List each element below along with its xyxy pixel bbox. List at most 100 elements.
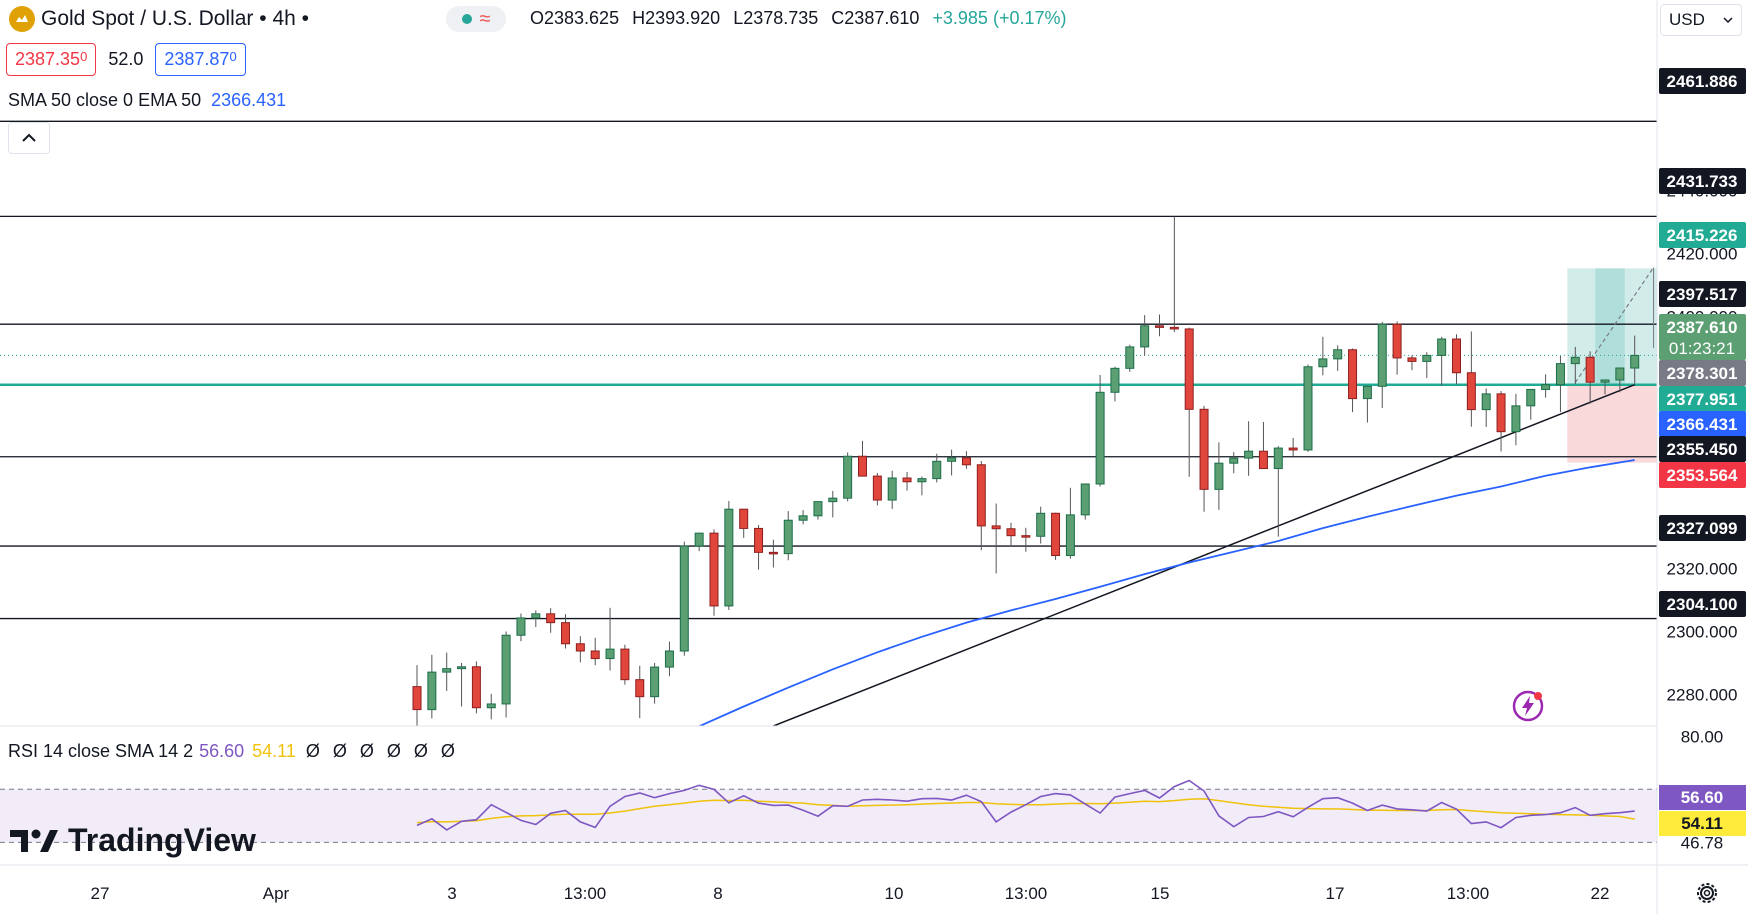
candle[interactable]: [798, 510, 808, 525]
candle[interactable]: [1318, 336, 1328, 376]
candle[interactable]: [1407, 355, 1417, 371]
candle[interactable]: [739, 508, 749, 538]
sell-button[interactable]: 2387.350: [6, 42, 97, 76]
candle[interactable]: [1199, 405, 1209, 512]
price-tag[interactable]: 2397.517: [1659, 281, 1746, 307]
price-tag[interactable]: 2415.226: [1659, 222, 1746, 248]
candle[interactable]: [1437, 336, 1447, 386]
candle[interactable]: [486, 693, 496, 720]
loss-zone[interactable]: [1567, 384, 1657, 463]
candle[interactable]: [1392, 321, 1402, 375]
candle[interactable]: [709, 529, 719, 616]
candle[interactable]: [1481, 388, 1491, 427]
candle[interactable]: [754, 524, 764, 570]
candle[interactable]: [1466, 331, 1476, 427]
candle[interactable]: [1036, 506, 1046, 544]
candle[interactable]: [1095, 374, 1105, 487]
candle[interactable]: [872, 472, 882, 506]
rsi-value-tag[interactable]: 56.60: [1659, 785, 1746, 810]
profit-zone[interactable]: [1567, 268, 1657, 385]
candle[interactable]: [561, 614, 570, 649]
candle[interactable]: [679, 541, 689, 656]
price-tag[interactable]: 2353.564: [1659, 462, 1746, 488]
price-tag[interactable]: 2378.301: [1659, 360, 1746, 386]
candle[interactable]: [1630, 335, 1640, 384]
candle[interactable]: [1348, 348, 1358, 413]
rsi-line[interactable]: [416, 779, 1635, 831]
candle[interactable]: [516, 613, 526, 642]
candle[interactable]: [590, 637, 600, 666]
candle[interactable]: [843, 452, 853, 502]
candle[interactable]: [1570, 346, 1580, 385]
candle[interactable]: [976, 460, 986, 551]
candle[interactable]: [1273, 446, 1283, 537]
candle[interactable]: [991, 503, 1001, 574]
candle[interactable]: [650, 662, 660, 704]
price-tag[interactable]: 2431.733: [1659, 168, 1746, 194]
price-tag[interactable]: 2377.951: [1659, 386, 1746, 412]
market-status-pill[interactable]: ≈: [446, 6, 506, 32]
candle[interactable]: [961, 451, 971, 469]
candle[interactable]: [546, 608, 556, 633]
candle[interactable]: [783, 511, 793, 561]
candle[interactable]: [768, 539, 778, 568]
candle[interactable]: [724, 501, 734, 611]
candle[interactable]: [858, 440, 867, 477]
price-tag[interactable]: 2366.431: [1659, 411, 1746, 437]
candle[interactable]: [887, 470, 897, 509]
candle[interactable]: [1496, 391, 1506, 452]
candle[interactable]: [471, 661, 481, 714]
candle[interactable]: [828, 490, 838, 518]
candle[interactable]: [902, 472, 912, 491]
indicator-legend[interactable]: SMA 50 close 0 EMA 50 2366.431: [8, 90, 286, 111]
candle[interactable]: [1140, 315, 1150, 356]
candle[interactable]: [501, 631, 511, 718]
buy-button[interactable]: 2387.870: [155, 42, 246, 76]
candle[interactable]: [1541, 374, 1551, 398]
lightning-alert-icon[interactable]: [1511, 689, 1545, 723]
candle[interactable]: [1452, 334, 1461, 385]
candle[interactable]: [531, 610, 541, 628]
candle[interactable]: [813, 501, 823, 520]
symbol-title[interactable]: Gold Spot / U.S. Dollar • 4h •: [41, 7, 309, 30]
candle[interactable]: [1615, 367, 1625, 393]
price-tag[interactable]: 2461.886: [1659, 68, 1746, 94]
price-tag[interactable]: 2387.610 01:23:21: [1659, 314, 1746, 360]
candle[interactable]: [1229, 452, 1239, 474]
candle[interactable]: [412, 665, 422, 731]
trendline[interactable]: [773, 384, 1635, 726]
rsi-legend[interactable]: RSI 14 close SMA 14 2 56.60 54.11 Ø Ø Ø Ø Ø…: [8, 741, 459, 762]
candle[interactable]: [1511, 393, 1521, 446]
candle[interactable]: [457, 662, 467, 707]
candle[interactable]: [947, 449, 957, 476]
candle[interactable]: [1184, 327, 1194, 477]
price-tag[interactable]: 2327.099: [1659, 515, 1746, 541]
main-pane[interactable]: [0, 120, 1657, 731]
candle[interactable]: [1214, 442, 1224, 510]
candle[interactable]: [575, 636, 585, 663]
candle[interactable]: [1065, 487, 1075, 559]
candle[interactable]: [1333, 345, 1343, 371]
candle[interactable]: [1585, 351, 1595, 404]
candle[interactable]: [1125, 344, 1135, 372]
candle[interactable]: [1422, 352, 1432, 379]
rsi-pane[interactable]: [0, 779, 1657, 843]
candle[interactable]: [1021, 527, 1031, 552]
settings-gear-icon[interactable]: [1694, 880, 1720, 906]
candle[interactable]: [442, 652, 452, 692]
candle[interactable]: [664, 641, 674, 677]
candle[interactable]: [1526, 388, 1536, 420]
candle[interactable]: [1169, 216, 1179, 333]
candle[interactable]: [1051, 512, 1061, 560]
candle[interactable]: [427, 654, 437, 719]
candle[interactable]: [1362, 385, 1372, 423]
candle[interactable]: [1288, 437, 1298, 457]
candle[interactable]: [1244, 421, 1254, 476]
ema-50-line[interactable]: [698, 459, 1635, 726]
rsi-sma-value-tag[interactable]: 54.11: [1659, 811, 1746, 836]
candle[interactable]: [1110, 366, 1120, 402]
price-tag[interactable]: 2355.450: [1659, 436, 1746, 462]
candle[interactable]: [1600, 379, 1610, 395]
candle[interactable]: [932, 453, 942, 483]
